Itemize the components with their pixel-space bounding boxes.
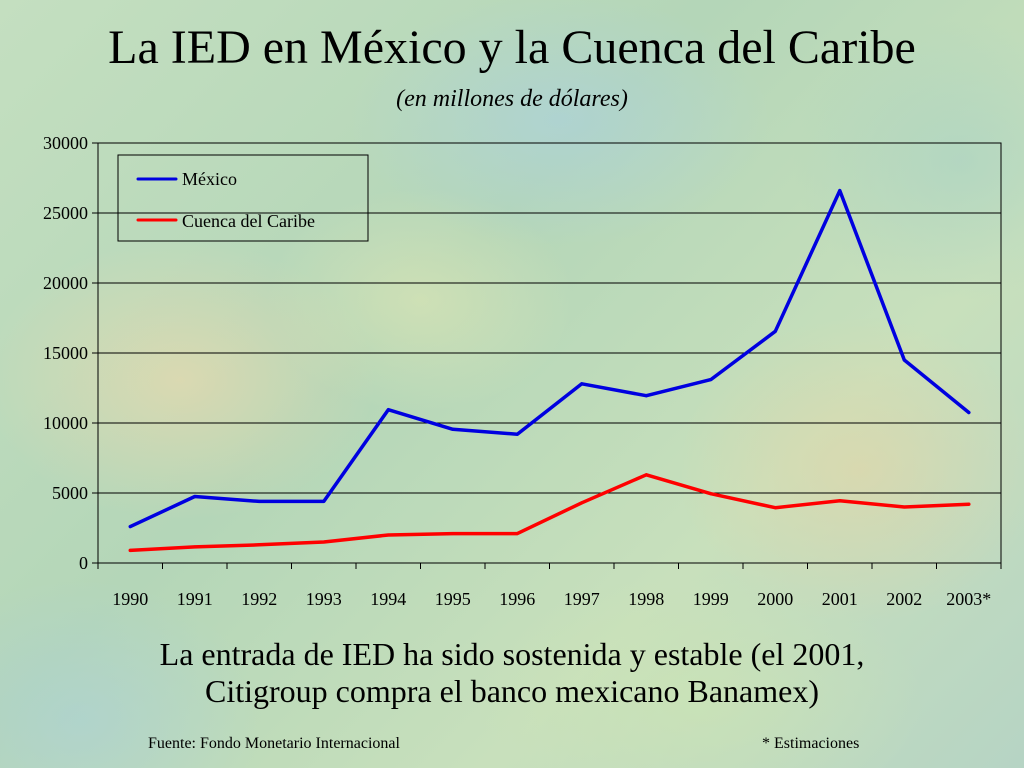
data-point-mexico (838, 189, 842, 193)
y-tick-label: 30000 (43, 133, 88, 153)
data-point-mexico (644, 394, 648, 398)
data-point-mexico (902, 358, 906, 362)
data-point-caribe (451, 532, 455, 536)
data-point-caribe (322, 540, 326, 544)
ticks-layer: 0 5000 10000 15000 20000 25000 30000 1990 1991 19… (43, 133, 1002, 609)
caption-line-1: La entrada de IED ha sido sostenida y es… (159, 636, 865, 672)
x-tick-label: 2003* (946, 589, 991, 609)
legend-label-mexico: México (182, 169, 237, 189)
data-point-caribe (386, 533, 390, 537)
x-tick-label: 1996 (499, 589, 535, 609)
x-tick-label: 1992 (241, 589, 277, 609)
data-point-caribe (580, 501, 584, 505)
series-line-caribe (128, 473, 971, 553)
data-point-caribe (838, 499, 842, 503)
x-tick-label: 1995 (435, 589, 471, 609)
data-point-mexico (773, 329, 777, 333)
data-point-mexico (515, 432, 519, 436)
data-point-mexico (257, 499, 261, 503)
x-tick-label: 1998 (628, 589, 664, 609)
legend-box (117, 154, 369, 242)
x-tick-label: 1991 (177, 589, 213, 609)
x-tick-label: 1990 (112, 589, 148, 609)
x-tick-label: 1999 (693, 589, 729, 609)
y-tick-label: 20000 (43, 273, 88, 293)
source-note: Fuente: Fondo Monetario Internacional (148, 735, 400, 752)
data-point-mexico (386, 408, 390, 412)
data-point-caribe (257, 543, 261, 547)
legend: México Cuenca del Caribe (117, 154, 369, 242)
data-point-mexico (451, 427, 455, 431)
x-tick-label: 2000 (757, 589, 793, 609)
y-tick-label: 15000 (43, 343, 88, 363)
estimate-note: * Estimaciones (762, 735, 860, 752)
data-point-caribe (773, 506, 777, 510)
legend-label-caribe: Cuenca del Caribe (182, 211, 315, 231)
data-point-mexico (580, 382, 584, 386)
data-point-caribe (515, 532, 519, 536)
data-point-caribe (709, 492, 713, 496)
data-point-mexico (709, 378, 713, 382)
page-title: La IED en México y la Cuenca del Caribe (108, 21, 916, 74)
caption: La entrada de IED ha sido sostenida y es… (0, 636, 1024, 710)
data-point-caribe (193, 545, 197, 549)
data-point-caribe (128, 548, 132, 552)
data-point-mexico (967, 411, 971, 414)
data-point-mexico (128, 525, 132, 529)
series-line-mexico (128, 188, 971, 529)
y-tick-label: 10000 (43, 413, 88, 433)
data-point-mexico (322, 499, 326, 503)
data-point-caribe (967, 502, 971, 506)
x-tick-label: 1994 (370, 589, 406, 609)
x-tick-label: 2002 (886, 589, 922, 609)
caption-line-2: Citigroup compra el banco mexicano Banam… (204, 673, 819, 709)
data-point-caribe (902, 505, 906, 509)
chart-subtitle: (en millones de dólares) (396, 86, 628, 112)
y-tick-label: 25000 (43, 203, 88, 223)
y-tick-label: 0 (79, 553, 88, 573)
series-layer (128, 188, 971, 553)
data-point-mexico (193, 495, 197, 498)
grid-layer (98, 212, 1001, 494)
x-tick-label: 1997 (564, 589, 600, 609)
y-tick-label: 5000 (52, 483, 88, 503)
data-point-caribe (644, 473, 648, 477)
x-tick-label: 1993 (306, 589, 342, 609)
x-tick-label: 2001 (822, 589, 858, 609)
